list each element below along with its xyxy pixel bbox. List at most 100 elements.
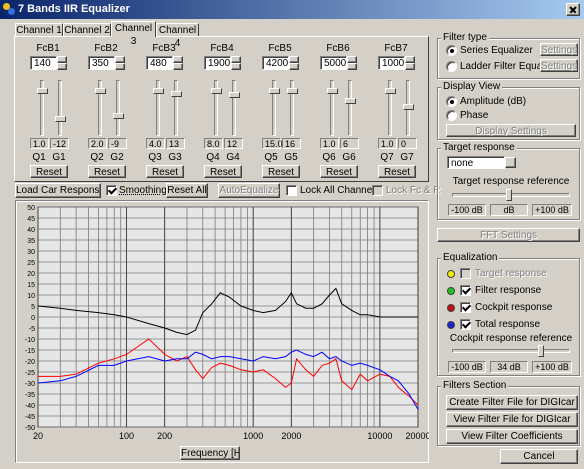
lock-fc-checkbox <box>372 185 383 196</box>
color-dot <box>447 287 455 295</box>
q-label: Q4 <box>206 152 220 163</box>
q-slider-track <box>156 80 160 136</box>
fc-input[interactable]: 10000 <box>378 56 405 70</box>
band-label: FcB1 <box>36 43 60 54</box>
fc-input[interactable]: 140 <box>30 56 57 70</box>
lock-all-checkbox[interactable] <box>286 185 297 196</box>
reset-button[interactable]: Reset <box>146 165 184 178</box>
phase-radio-label: Phase <box>460 110 489 121</box>
y-tick-label: 25 <box>27 260 35 267</box>
fc-input[interactable]: 480 <box>146 56 173 70</box>
q-slider[interactable] <box>385 88 396 94</box>
reset-button[interactable]: Reset <box>262 165 300 178</box>
smoothing-checkbox[interactable] <box>106 185 117 196</box>
g-slider-track <box>174 80 178 136</box>
cockpit-slider[interactable] <box>538 345 544 357</box>
g-slider-track <box>232 80 236 136</box>
reset-button[interactable]: Reset <box>320 165 358 178</box>
g-slider[interactable] <box>345 98 356 104</box>
q-slider[interactable] <box>95 88 106 94</box>
spin-up[interactable] <box>231 56 241 63</box>
chart-frame <box>15 200 429 463</box>
y-tick-label: -5 <box>29 326 35 333</box>
response-checkbox[interactable] <box>460 302 471 313</box>
ladder-radio[interactable] <box>446 61 457 72</box>
target-slider[interactable] <box>506 189 512 201</box>
amplitude-radio[interactable] <box>446 96 457 107</box>
g-slider-track <box>116 80 120 136</box>
tab-selected[interactable]: Channel 3 <box>111 21 156 47</box>
spin-up[interactable] <box>289 56 299 63</box>
spin-down[interactable] <box>405 63 415 70</box>
y-tick-label: -50 <box>25 425 35 432</box>
spin-down[interactable] <box>115 63 125 70</box>
series-settings: Settings <box>540 43 578 56</box>
series-radio[interactable] <box>446 45 457 56</box>
color-dot <box>447 321 455 329</box>
y-tick-label: -10 <box>25 337 35 344</box>
tab[interactable]: Channel 1 <box>15 23 63 36</box>
fc-input[interactable]: 350 <box>88 56 115 70</box>
y-tick-label: 0 <box>31 315 35 322</box>
spin-down[interactable] <box>231 63 241 70</box>
close-button[interactable] <box>566 3 580 16</box>
band-label: FcB3 <box>152 43 176 54</box>
tab[interactable]: Channel 4 <box>156 23 199 49</box>
reset-button[interactable]: Reset <box>378 165 416 178</box>
spin-down[interactable] <box>57 63 67 70</box>
fc-input[interactable]: 1900 <box>204 56 231 70</box>
response-checkbox[interactable] <box>460 319 471 330</box>
spin-up[interactable] <box>115 56 125 63</box>
g-label: G1 <box>52 152 66 163</box>
g-slider[interactable] <box>113 113 124 119</box>
tab[interactable]: Channel 2 <box>63 23 111 36</box>
create-filter-file[interactable]: Create Filter File for DIGIcar <box>446 395 578 410</box>
spin-down[interactable] <box>289 63 299 70</box>
g-slider[interactable] <box>229 92 240 98</box>
spin-down[interactable] <box>173 63 183 70</box>
reset-button[interactable]: Reset <box>88 165 126 178</box>
spin-up[interactable] <box>173 56 183 63</box>
q-slider[interactable] <box>269 88 280 94</box>
reset-all[interactable]: Reset All <box>166 183 208 198</box>
spin-up[interactable] <box>405 56 415 63</box>
load-car-response[interactable]: Load Car Response <box>15 183 101 198</box>
q-value: 15.0 <box>262 138 283 149</box>
y-tick-label: -15 <box>25 348 35 355</box>
view-filter-coefficients[interactable]: View Filter Coefficients <box>446 429 578 444</box>
cockpit-slider-track <box>452 349 570 353</box>
fc-input[interactable]: 4200 <box>262 56 289 70</box>
y-tick-label: 50 <box>27 205 35 212</box>
q-slider[interactable] <box>211 88 222 94</box>
app-icon <box>8 8 15 15</box>
phase-radio[interactable] <box>446 110 457 121</box>
smoothing-label: Smoothing <box>119 185 167 196</box>
spin-up[interactable] <box>347 56 357 63</box>
q-slider[interactable] <box>327 88 338 94</box>
q-label: Q7 <box>380 152 394 163</box>
spin-up[interactable] <box>57 56 67 63</box>
g-slider[interactable] <box>55 116 66 122</box>
g-slider[interactable] <box>171 91 182 97</box>
q-slider[interactable] <box>37 88 48 94</box>
fc-input[interactable]: 5000 <box>320 56 347 70</box>
g-slider[interactable] <box>287 88 298 94</box>
lock-all-label: Lock All Channels <box>300 185 380 196</box>
select-arrow[interactable] <box>505 157 516 168</box>
x-tick-label: 20 <box>33 431 43 441</box>
x-tick-label: 10000 <box>367 431 392 441</box>
response-chart: 50454035302520151050-5-10-15-20-25-30-35… <box>25 205 429 441</box>
response-checkbox[interactable] <box>460 285 471 296</box>
reset-button[interactable]: Reset <box>204 165 242 178</box>
spin-down[interactable] <box>347 63 357 70</box>
target-select[interactable]: none <box>447 156 505 169</box>
cancel-button[interactable]: Cancel <box>500 449 578 464</box>
app-icon <box>3 3 10 10</box>
y-tick-label: 35 <box>27 238 35 245</box>
view-filter-file[interactable]: View Filter File for DIGIcar <box>446 412 578 427</box>
q-slider[interactable] <box>153 88 164 94</box>
y-tick-label: 45 <box>27 216 35 223</box>
reset-button[interactable]: Reset <box>30 165 68 178</box>
g-value: -9 <box>108 138 127 149</box>
g-slider[interactable] <box>403 104 414 110</box>
